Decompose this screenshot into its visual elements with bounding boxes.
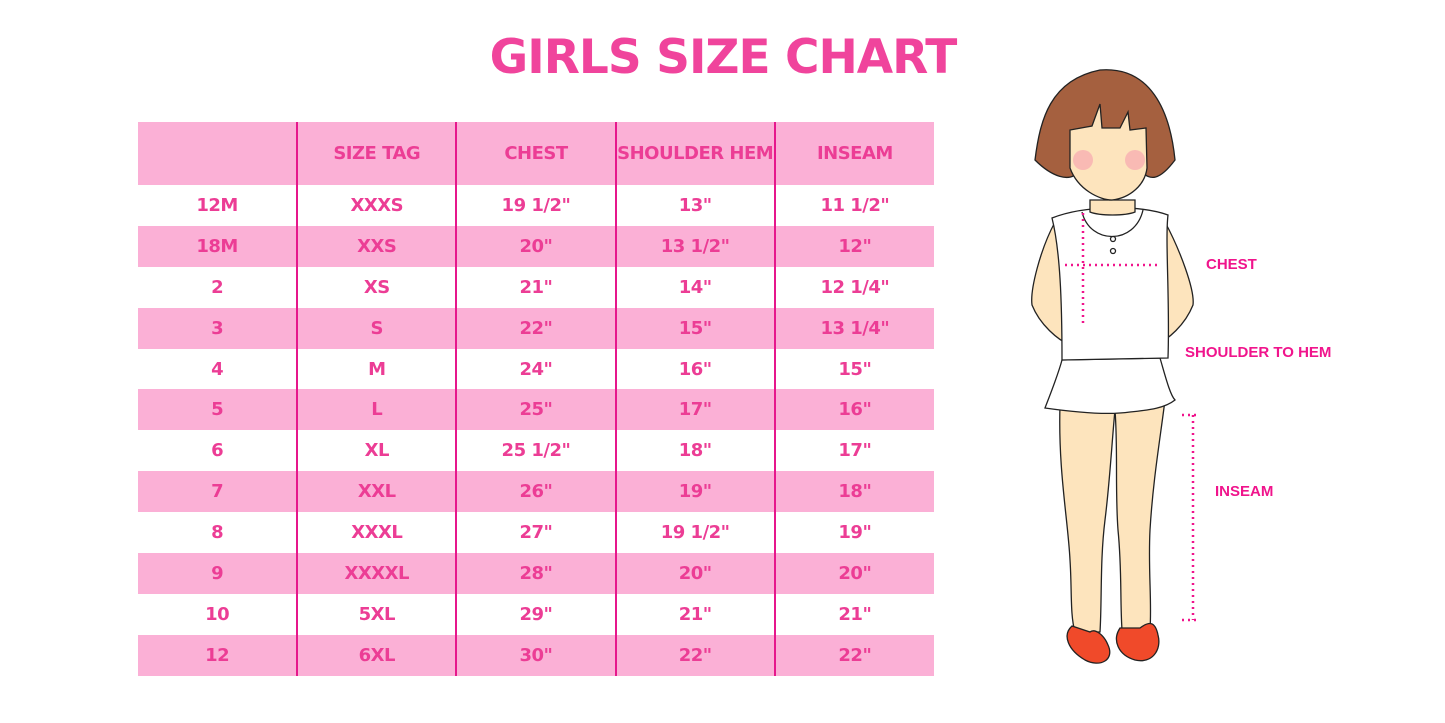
table-cell: 18" (614, 430, 775, 472)
table-cell: 21" (455, 266, 616, 308)
table-cell: 16" (614, 348, 775, 390)
left-leg (1059, 404, 1116, 633)
table-cell: XXXXL (296, 553, 457, 594)
table-cell: 2 (211, 276, 224, 298)
table-cell: 25 1/2" (455, 430, 616, 472)
table-row: 5 L 25" 17" 16" (138, 389, 934, 431)
table-cell: 28" (455, 553, 616, 594)
table-cell: 11 1/2" (773, 185, 934, 226)
table-row: 18M XXS 20" 13 1/2" 12" (138, 225, 934, 267)
table-cell: 21" (614, 593, 775, 635)
table-row: 7 XXL 26" 19" 18" (138, 471, 934, 513)
table-cell: 12" (773, 225, 934, 267)
table-cell: XXXL (296, 512, 457, 554)
table-cell: 6XL (296, 634, 457, 676)
table-cell: 26" (455, 471, 616, 513)
table-cell: 12M (196, 194, 238, 216)
table-cell: 19 1/2" (455, 185, 616, 226)
table-cell: 9 (138, 553, 298, 594)
table-cell: 18" (773, 471, 934, 513)
table-cell: 6 (211, 440, 224, 462)
table-cell: 13 1/2" (614, 225, 775, 267)
table-cell: 20" (773, 553, 934, 594)
shoulder-to-hem-label: SHOULDER TO HEM (1185, 344, 1332, 361)
table-header-row: SIZE TAG CHEST SHOULDER HEM INSEAM (138, 122, 934, 185)
table-cell: 14" (614, 266, 775, 308)
table-row: 12 6XL 30" 22" 22" (138, 634, 934, 676)
table-cell: S (296, 307, 457, 349)
table-cell: XXL (296, 471, 457, 513)
column-header: SHOULDER HEM (614, 122, 775, 185)
table-cell: 29" (455, 593, 616, 635)
skirt (1044, 357, 1176, 415)
table-cell: 24" (455, 348, 616, 390)
table-cell: 19" (773, 512, 934, 554)
table-row: 6 XL 25 1/2" 18" 17" (138, 430, 934, 472)
table-cell: XXXS (296, 185, 457, 226)
table-cell: 5XL (296, 593, 457, 635)
table-row: 3 S 22" 15" 13 1/4" (138, 307, 934, 349)
left-shoe (1066, 625, 1111, 664)
table-cell: 30" (455, 634, 616, 676)
table-row: 8 XXXL 27" 19 1/2" 19" (138, 512, 934, 554)
table-row: 4 M 24" 16" 15" (138, 348, 934, 390)
inseam-label: INSEAM (1215, 483, 1274, 500)
table-cell: XS (296, 266, 457, 308)
table-cell: 15" (773, 348, 934, 390)
table-cell: 22" (455, 307, 616, 349)
table-cell: 15" (614, 307, 775, 349)
table-cell: XL (296, 430, 457, 472)
table-cell: 13" (614, 185, 775, 226)
column-header (138, 122, 298, 185)
table-cell: L (296, 389, 457, 431)
table-cell: M (296, 348, 457, 390)
table-cell: 16" (773, 389, 934, 431)
right-leg (1114, 399, 1166, 631)
column-header: SIZE TAG (296, 122, 457, 185)
table-row: 10 5XL 29" 21" 21" (138, 593, 934, 635)
table-row: 9 XXXXL 28" 20" 20" (138, 553, 934, 594)
table-cell: 5 (138, 389, 298, 431)
table-cell: 18M (138, 225, 298, 267)
table-cell: 3 (138, 307, 298, 349)
right-shoe (1115, 622, 1160, 662)
table-cell: 10 (205, 603, 230, 625)
size-table: SIZE TAG CHEST SHOULDER HEM INSEAM 12M XXXS 1… (138, 122, 934, 676)
table-cell: 17" (614, 389, 775, 431)
table-cell: 22" (773, 634, 934, 676)
table-cell: 21" (773, 593, 934, 635)
girl-measurement-illustration (1031, 69, 1200, 664)
table-row: 2 XS 21" 14" 12 1/4" (138, 266, 934, 308)
face (1069, 103, 1148, 201)
table-cell: 25" (455, 389, 616, 431)
chest-label: CHEST (1206, 256, 1257, 273)
table-cell: XXS (296, 225, 457, 267)
page-title: GIRLS SIZE CHART (489, 30, 958, 85)
table-cell: 12 1/4" (773, 266, 934, 308)
column-header: CHEST (455, 122, 616, 185)
table-cell: 13 1/4" (773, 307, 934, 349)
table-cell: 19 1/2" (614, 512, 775, 554)
table-cell: 4 (211, 358, 224, 380)
table-cell: 27" (455, 512, 616, 554)
table-cell: 12 (138, 634, 298, 676)
column-header: INSEAM (773, 122, 934, 185)
table-cell: 20" (614, 553, 775, 594)
table-cell: 19" (614, 471, 775, 513)
table-cell: 8 (211, 522, 224, 544)
table-cell: 22" (614, 634, 775, 676)
table-cell: 7 (138, 471, 298, 513)
table-cell: 20" (455, 225, 616, 267)
shirt (1051, 207, 1170, 361)
table-row: 12M XXXS 19 1/2" 13" 11 1/2" (138, 185, 934, 226)
table-cell: 17" (773, 430, 934, 472)
